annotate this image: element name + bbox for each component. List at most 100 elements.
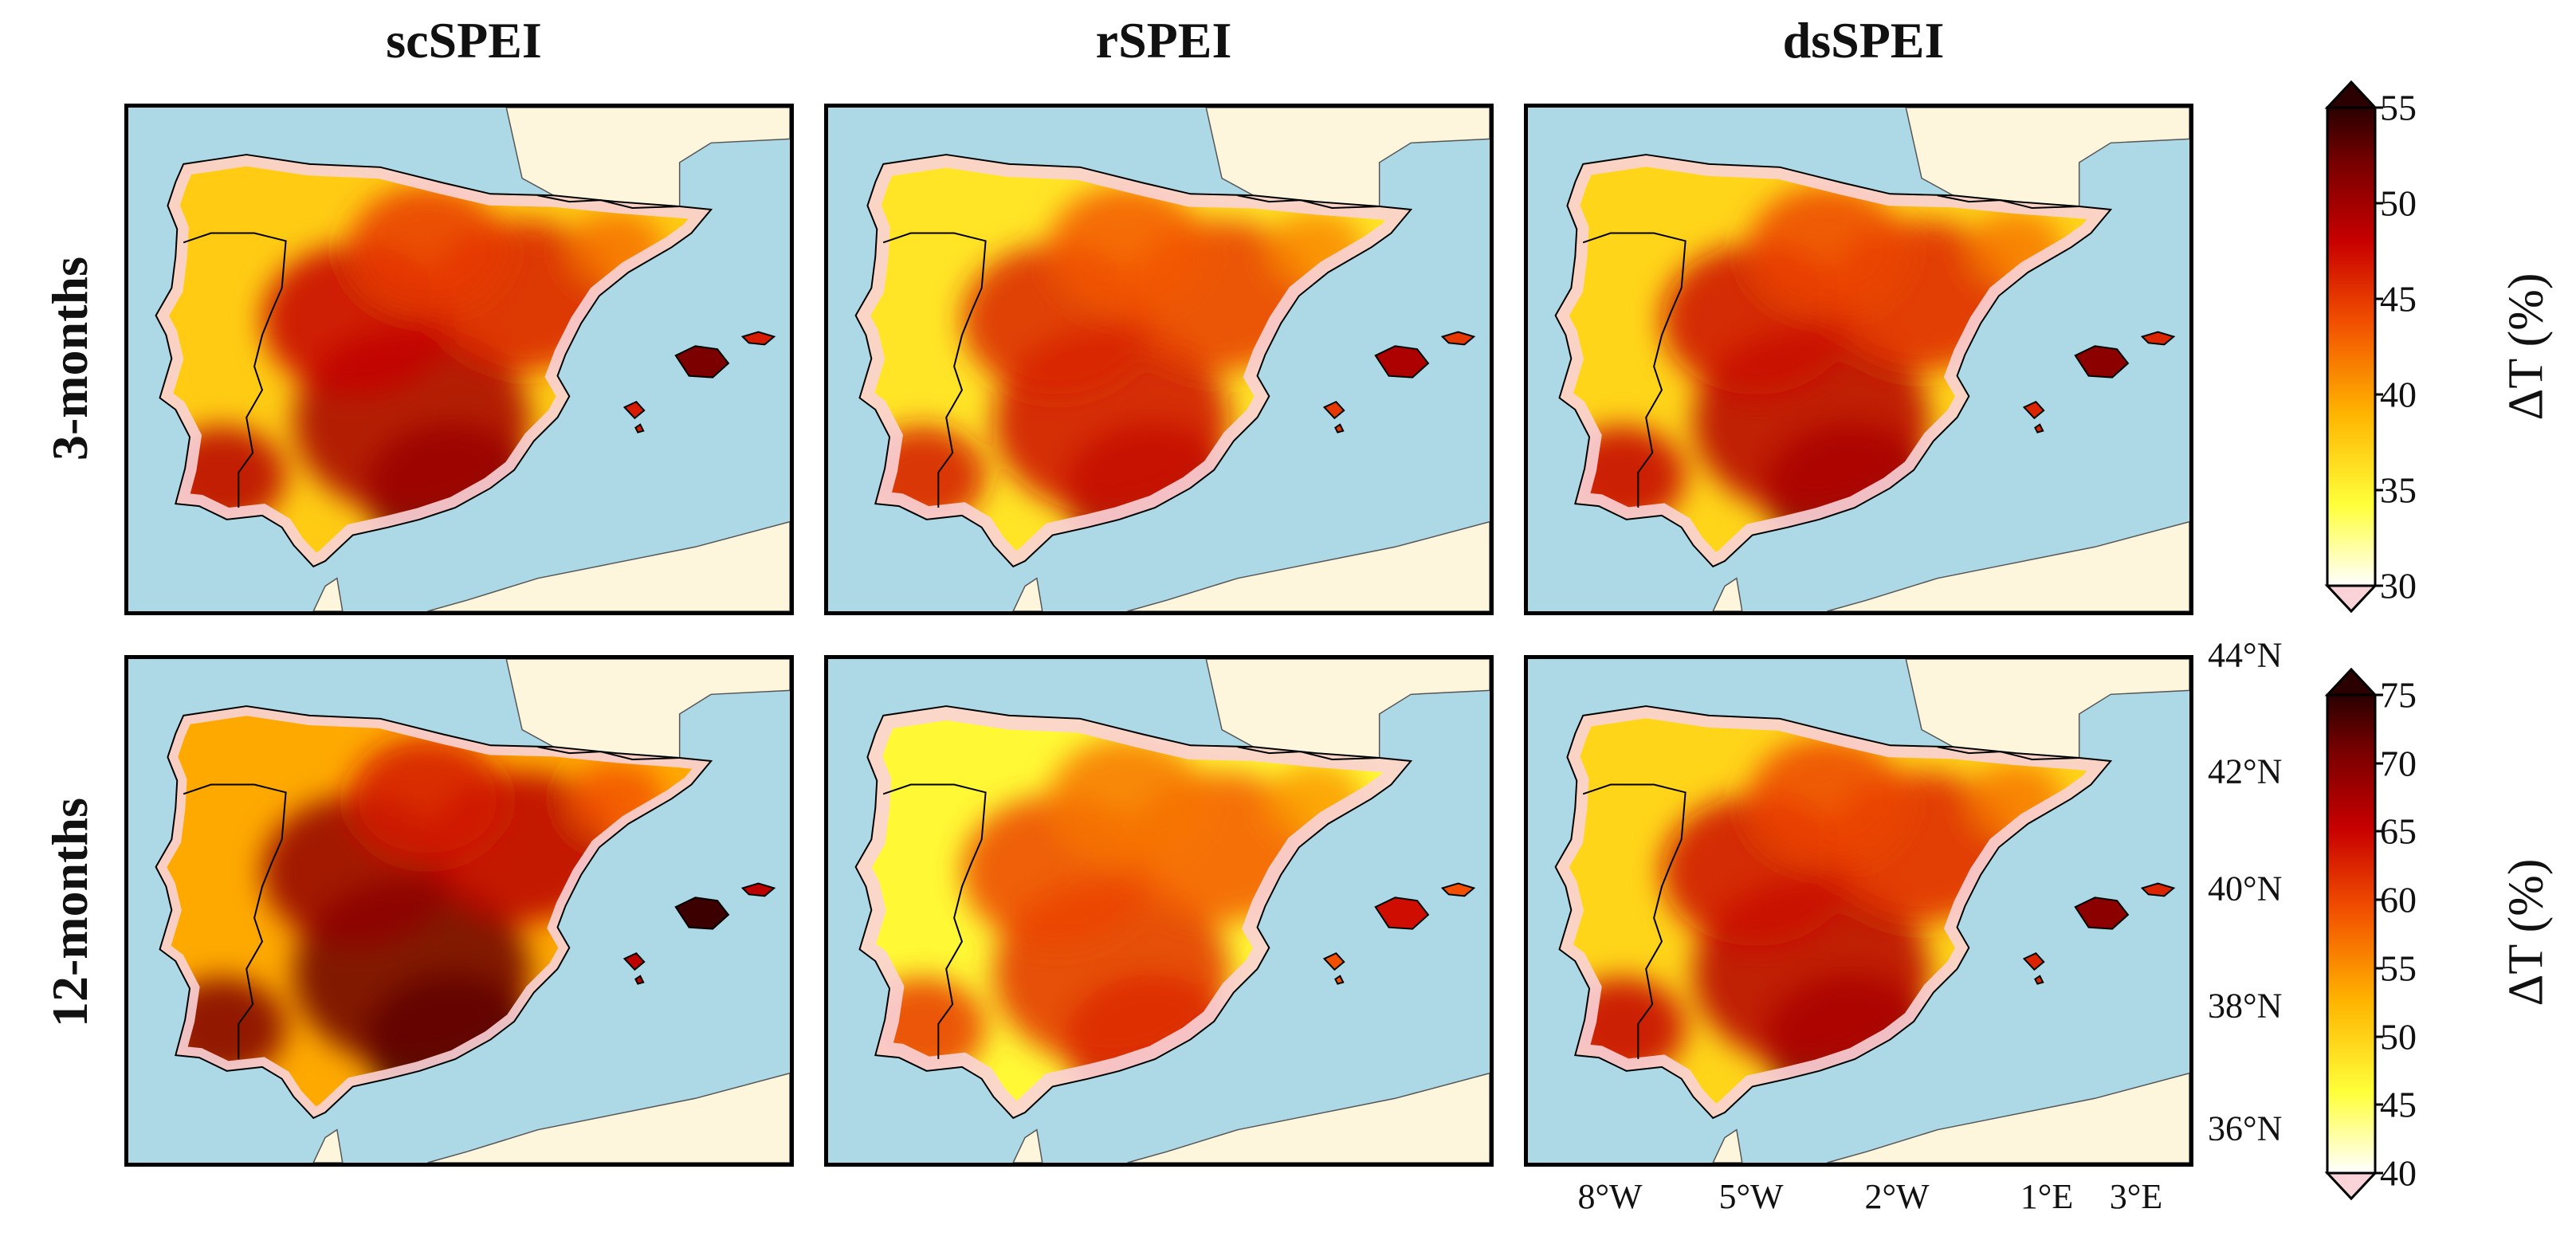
menorca-island: [740, 331, 776, 346]
pyrenees-border: [1237, 746, 1380, 760]
lon-tick-3e: 3°E: [2109, 1177, 2163, 1216]
africa-tip-land: [312, 577, 344, 611]
pyrenees-border: [1937, 746, 2079, 760]
map-canvas: [828, 108, 1490, 611]
majorca-island: [674, 345, 730, 379]
africa-tip-land: [312, 1128, 344, 1163]
menorca-island: [2140, 331, 2176, 346]
ibiza-island: [622, 400, 646, 420]
lat-tick-38n: 38°N: [2208, 986, 2283, 1026]
portugal-border: [882, 232, 987, 508]
menorca-island: [740, 882, 776, 897]
coastline: [1554, 154, 2113, 568]
colorbar-top-label-text: ΔT (%): [2499, 273, 2554, 421]
lat-tick-42n: 42°N: [2208, 751, 2283, 791]
coastline: [854, 705, 1413, 1120]
pyrenees-border: [537, 746, 680, 760]
coastline: [155, 154, 713, 568]
portugal-border: [183, 783, 287, 1060]
map-panel-12m-dsspei: [1524, 655, 2193, 1167]
column-title-dsspei: dsSPEI: [1782, 12, 1945, 69]
colorbar-bottom-tick-60: 60: [2380, 879, 2417, 920]
majorca-island: [1374, 897, 1430, 930]
africa-land: [1827, 521, 2189, 611]
france-land: [1905, 108, 2189, 207]
africa-land: [427, 1073, 790, 1163]
menorca-island: [1440, 882, 1476, 897]
map-canvas: [828, 659, 1490, 1163]
africa-tip-land: [1712, 1128, 1743, 1163]
menorca-island: [2140, 882, 2176, 897]
pyrenees-border: [1237, 194, 1380, 209]
ibiza-island: [1322, 400, 1345, 420]
ibiza-island: [622, 952, 646, 971]
map-panel-3m-rspei: [824, 104, 1494, 615]
lat-tick-40n: 40°N: [2208, 869, 2283, 908]
colorbar-bottom: [2324, 667, 2383, 1201]
colorbar-bottom-tick-55: 55: [2380, 948, 2417, 989]
formentera-island: [634, 975, 645, 985]
majorca-island: [2074, 345, 2130, 379]
france-land: [1205, 659, 1490, 759]
portugal-border: [1582, 232, 1687, 508]
coastline: [1554, 705, 2113, 1120]
africa-land: [1127, 1073, 1490, 1163]
colorbar-top-tick-35: 35: [2380, 469, 2417, 511]
france-land: [505, 659, 790, 759]
lon-tick-5w: 5°W: [1718, 1177, 1784, 1216]
formentera-island: [2034, 423, 2044, 434]
portugal-border: [1582, 783, 1687, 1060]
colorbar-bottom-max-triangle: [2324, 667, 2378, 697]
colorbar-bottom-tick-40: 40: [2380, 1152, 2417, 1194]
africa-tip-land: [1012, 1128, 1043, 1163]
map-canvas: [128, 659, 790, 1163]
colorbar-bottom-tick-50: 50: [2380, 1016, 2417, 1058]
portugal-border: [183, 232, 287, 508]
lon-tick-1e: 1°E: [2020, 1177, 2074, 1216]
ibiza-island: [1322, 952, 1345, 971]
colorbar-bottom-tick-45: 45: [2380, 1084, 2417, 1125]
portugal-border: [882, 783, 987, 1060]
france-land: [1205, 108, 1490, 207]
ibiza-island: [2022, 400, 2045, 420]
map-canvas: [1528, 108, 2189, 611]
majorca-island: [1374, 345, 1430, 379]
formentera-island: [1334, 423, 1345, 434]
map-panel-3m-scspei: [124, 104, 794, 615]
row-label-12-months-text: 12-months: [41, 797, 98, 1028]
lon-tick-2w: 2°W: [1864, 1177, 1930, 1216]
map-canvas: [1528, 659, 2189, 1163]
map-panel-12m-scspei: [124, 655, 794, 1167]
row-label-3-months-text: 3-months: [41, 256, 98, 461]
colorbar-top-tick-55: 55: [2380, 87, 2417, 128]
colorbar-top-tick-50: 50: [2380, 182, 2417, 224]
colorbar-top: [2324, 80, 2383, 614]
colorbar-top-gradient: [2326, 106, 2377, 587]
majorca-island: [2074, 897, 2130, 930]
map-panel-3m-dsspei: [1524, 104, 2193, 615]
map-canvas: [128, 108, 790, 611]
lon-tick-8w: 8°W: [1577, 1177, 1643, 1216]
column-title-scspei: scSPEI: [386, 12, 542, 69]
pyrenees-border: [537, 194, 680, 209]
map-panel-12m-rspei: [824, 655, 1494, 1167]
colorbar-bottom-tick-65: 65: [2380, 810, 2417, 852]
africa-land: [1127, 521, 1490, 611]
column-title-rspei: rSPEI: [1095, 12, 1232, 69]
africa-tip-land: [1012, 577, 1043, 611]
france-land: [1905, 659, 2189, 759]
coastline: [854, 154, 1413, 568]
lat-tick-36n: 36°N: [2208, 1109, 2283, 1148]
coastline: [155, 705, 713, 1120]
menorca-island: [1440, 331, 1476, 346]
africa-tip-land: [1712, 577, 1743, 611]
lat-tick-44n: 44°N: [2208, 635, 2283, 675]
ibiza-island: [2022, 952, 2045, 971]
colorbar-top-max-triangle: [2324, 80, 2378, 109]
colorbar-top-tick-45: 45: [2380, 278, 2417, 320]
africa-land: [1827, 1073, 2189, 1163]
colorbar-top-tick-30: 30: [2380, 565, 2417, 606]
formentera-island: [634, 423, 645, 434]
colorbar-bottom-tick-75: 75: [2380, 674, 2417, 716]
france-land: [505, 108, 790, 207]
